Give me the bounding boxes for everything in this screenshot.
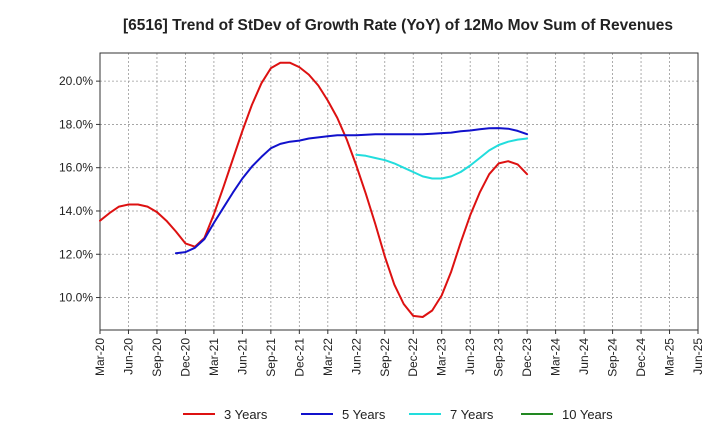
- y-tick-label: 12.0%: [59, 247, 93, 261]
- x-tick-label: Sep-21: [264, 338, 278, 377]
- x-tick-label: Jun-23: [463, 338, 477, 375]
- y-axis: 10.0% 12.0% 14.0% 16.0% 18.0% 20.0%: [59, 74, 100, 305]
- x-tick-label: Dec-23: [520, 338, 534, 377]
- x-tick-label: Mar-22: [321, 338, 335, 376]
- series-lines: [99, 61, 529, 318]
- x-tick-label: Jun-20: [121, 338, 135, 375]
- x-tick-label: Mar-25: [663, 338, 677, 376]
- x-tick-label: Jun-25: [691, 338, 705, 375]
- y-tick-label: 18.0%: [59, 117, 93, 131]
- x-tick-label: Mar-23: [435, 338, 449, 376]
- y-tick-label: 16.0%: [59, 161, 93, 175]
- legend-label: 3 Years: [224, 407, 268, 422]
- y-tick-label: 20.0%: [59, 74, 93, 88]
- x-tick-label: Sep-24: [606, 338, 620, 377]
- grid: [99, 53, 699, 330]
- series-line-5-years: [174, 127, 529, 255]
- x-tick-label: Dec-24: [634, 338, 648, 377]
- x-tick-label: Mar-21: [207, 338, 221, 376]
- x-tick-label: Jun-24: [577, 338, 591, 375]
- x-axis: Mar-20 Jun-20 Sep-20 Dec-20 Mar-21 Jun-21 Sep-…: [93, 330, 705, 377]
- x-tick-label: Dec-21: [292, 338, 306, 377]
- series-line-3-years: [99, 61, 529, 318]
- series-line-7-years: [355, 137, 529, 180]
- plot-frame: [99, 52, 699, 331]
- x-tick-label: Jun-22: [349, 338, 363, 375]
- x-tick-label: Mar-20: [93, 338, 107, 376]
- x-tick-label: Sep-23: [492, 338, 506, 377]
- legend: 3 Years 5 Years 7 Years 10 Years: [183, 407, 613, 422]
- chart-title: [6516] Trend of StDev of Growth Rate (Yo…: [123, 17, 673, 34]
- legend-label: 5 Years: [342, 407, 386, 422]
- legend-label: 10 Years: [562, 407, 613, 422]
- x-tick-label: Dec-20: [178, 338, 192, 377]
- x-tick-label: Dec-22: [406, 338, 420, 377]
- x-tick-label: Sep-20: [150, 338, 164, 377]
- y-tick-label: 10.0%: [59, 291, 93, 305]
- x-tick-label: Sep-22: [378, 338, 392, 377]
- x-tick-label: Jun-21: [235, 338, 249, 375]
- legend-label: 7 Years: [450, 407, 494, 422]
- x-tick-label: Mar-24: [549, 338, 563, 376]
- y-tick-label: 14.0%: [59, 204, 93, 218]
